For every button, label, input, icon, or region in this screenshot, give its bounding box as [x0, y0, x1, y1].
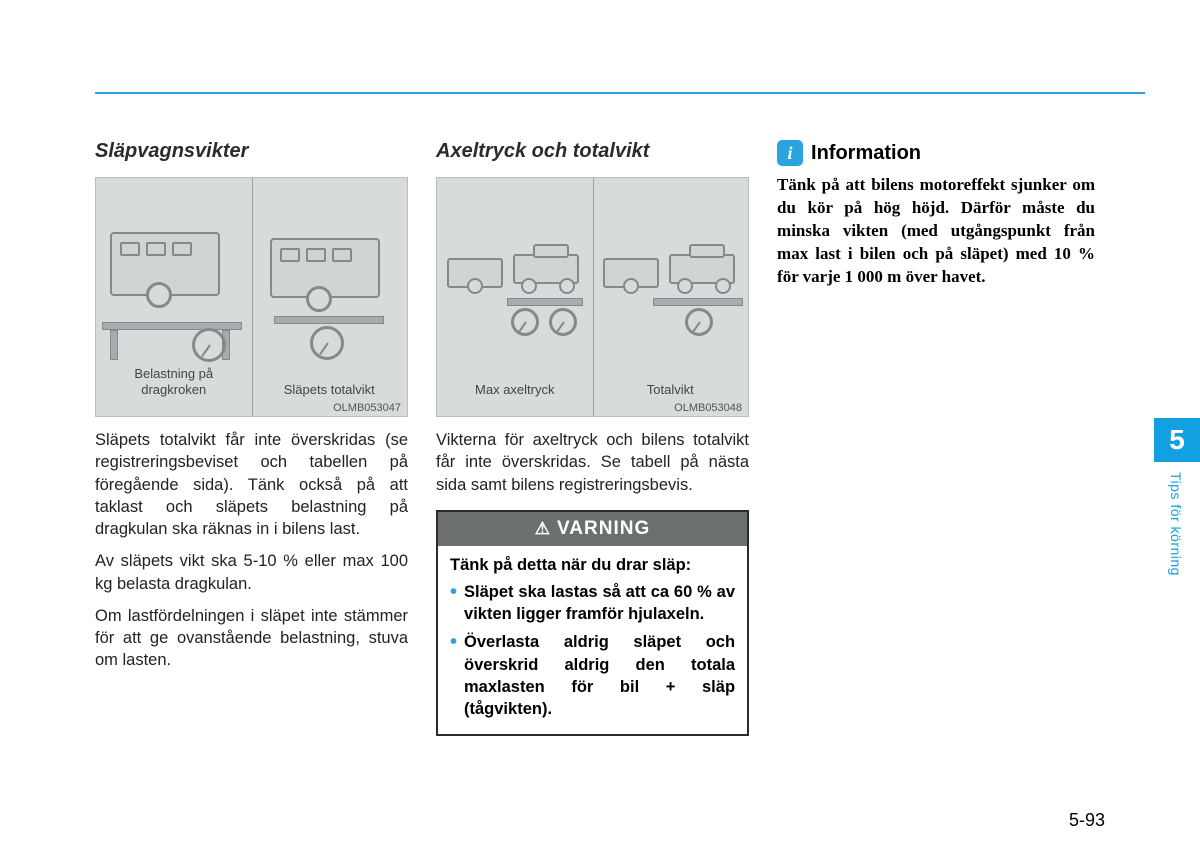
- fig2-right-caption: Totalvikt: [593, 382, 749, 398]
- col2-p1: Vikterna för axeltryck och bilens totalv…: [436, 429, 749, 496]
- col1-p1: Släpets totalvikt får inte överskridas (…: [95, 429, 408, 540]
- info-title: Information: [811, 142, 921, 165]
- fig2-left-caption: Max axeltryck: [437, 382, 593, 398]
- fig1-right-caption: Släpets totalvikt: [252, 382, 408, 398]
- warning-item-1: Släpet ska lastas så att ca 60 % av vikt…: [450, 581, 735, 626]
- column-1: Släpvagnsvikter Belastning på dragkroken: [95, 140, 408, 736]
- fig2-code: OLMB053048: [674, 402, 742, 414]
- column-3: i Information Tänk på att bilens motoref…: [777, 140, 1095, 736]
- heading-trailer-weights: Släpvagnsvikter: [95, 140, 408, 163]
- warning-lead: Tänk på detta när du drar släp:: [450, 556, 735, 575]
- warning-title: VARNING: [557, 518, 650, 539]
- figure-axle-weight: Max axeltryck Totalvikt OLMB053048: [436, 177, 749, 417]
- warning-box: ⚠ VARNING Tänk på detta när du drar släp:…: [436, 510, 749, 737]
- page-number: 5-93: [1069, 810, 1105, 831]
- warning-item-2: Överlasta aldrig släpet och överskrid al…: [450, 631, 735, 720]
- fig1-code: OLMB053047: [333, 402, 401, 414]
- info-icon: i: [777, 140, 803, 166]
- chapter-number: 5: [1154, 418, 1200, 462]
- side-tab: 5 Tips för körning: [1154, 418, 1200, 576]
- col1-p3: Om lastfördelningen i släpet inte stämme…: [95, 605, 408, 672]
- col1-p2: Av släpets vikt ska 5-10 % eller max 100…: [95, 550, 408, 595]
- chapter-label: Tips för körning: [1168, 462, 1184, 576]
- column-2: Axeltryck och totalvikt Max axeltryck: [436, 140, 749, 736]
- info-header: i Information: [777, 140, 1095, 166]
- top-rule: [95, 92, 1145, 94]
- info-text: Tänk på att bilens motoreffekt sjunker o…: [777, 174, 1095, 289]
- fig1-left-caption: Belastning på dragkroken: [96, 366, 252, 399]
- page-columns: Släpvagnsvikter Belastning på dragkroken: [95, 140, 1095, 736]
- warning-header: ⚠ VARNING: [438, 512, 747, 546]
- heading-axle-weight: Axeltryck och totalvikt: [436, 140, 749, 163]
- warning-icon: ⚠: [535, 519, 551, 538]
- figure-trailer-weights: Belastning på dragkroken Släpets totalvi…: [95, 177, 408, 417]
